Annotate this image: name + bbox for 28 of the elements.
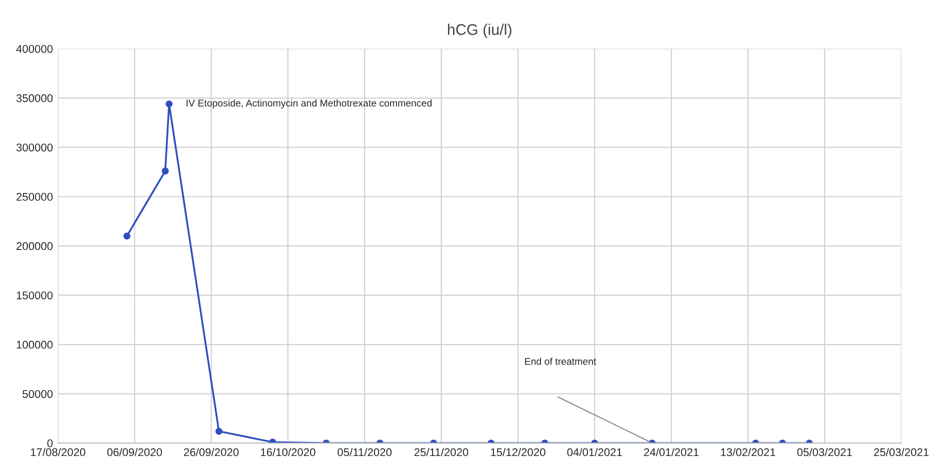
y-tick-label: 300000 <box>16 144 53 152</box>
point <box>162 168 169 174</box>
x-tick-label: 24/01/2021 <box>644 448 699 456</box>
x-tick-label: 17/08/2020 <box>30 448 86 456</box>
y-tick-label: 150000 <box>16 291 53 300</box>
point <box>166 100 173 108</box>
x-tick-label: 06/09/2020 <box>107 448 162 456</box>
annotation: End of treatment <box>525 358 596 365</box>
x-tick-label: 16/10/2020 <box>260 448 316 456</box>
x-tick-label: 05/11/2020 <box>338 448 392 456</box>
y-tick-label: 0 <box>47 439 53 448</box>
x-tick-label: 25/11/2020 <box>414 448 468 456</box>
y-tick-label: 350000 <box>16 94 53 102</box>
x-tick-label: 15/12/2020 <box>490 448 546 456</box>
annotation: IV Etoposide, Actinomycin and Methotrexate commenced <box>186 99 432 108</box>
x-tick-label: 26/09/2020 <box>184 448 239 456</box>
x-tick-label: 13/02/2021 <box>721 448 776 456</box>
x-tick-label: 25/03/2021 <box>874 448 929 456</box>
x-tick-label: 04/01/2021 <box>567 448 622 456</box>
y-tick-label: 200000 <box>16 242 53 250</box>
x-tick-label: 05/03/2021 <box>797 448 852 456</box>
y-tick-label: 50000 <box>22 390 53 398</box>
point <box>123 232 130 240</box>
y-tick-label: 400000 <box>16 44 53 53</box>
point <box>215 428 222 435</box>
y-tick-label: 250000 <box>16 192 53 201</box>
y-tick-label: 100000 <box>16 340 53 349</box>
chart-title: hCG (iu/l) <box>448 24 512 38</box>
